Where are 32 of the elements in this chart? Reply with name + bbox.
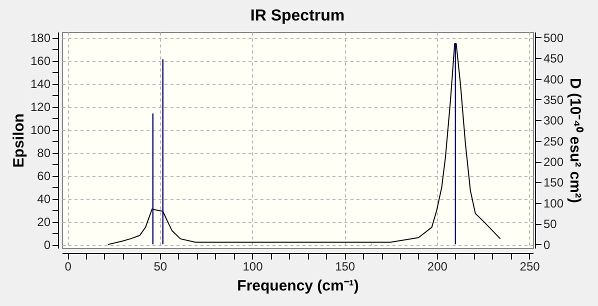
- y2-tick-label: 250: [544, 134, 564, 148]
- y2-tick-label: 400: [544, 72, 564, 86]
- y2-tick-label: 100: [544, 196, 564, 210]
- chart-title: IR Spectrum: [250, 7, 345, 24]
- x-axis-title: Frequency (cm⁻¹): [237, 278, 359, 294]
- y-tick-label: 140: [30, 77, 51, 92]
- line-series: [107, 42, 501, 246]
- y-axis-title: Epsilon: [10, 113, 28, 168]
- y2-tick-label: 300: [544, 114, 564, 128]
- y-tick-label: 120: [30, 100, 51, 114]
- x-tick-label: 250: [520, 260, 540, 274]
- y-tick-label: 0: [44, 238, 51, 252]
- x-tick-label: 0: [64, 260, 72, 274]
- y2-tick-label: 150: [544, 176, 564, 190]
- y-tick-label: 80: [37, 146, 51, 160]
- y-tick-label: 40: [37, 192, 51, 206]
- y-tick-label: 20: [37, 215, 51, 230]
- y-tick-label: 100: [30, 123, 51, 138]
- x-tick-label: 200: [427, 260, 448, 274]
- y-tick-label: 60: [37, 169, 51, 184]
- y2-tick-label: 500: [544, 30, 564, 45]
- y2-tick-label: 50: [544, 217, 558, 232]
- y-tick-label: 160: [30, 54, 51, 68]
- y2-tick-label: 0: [544, 238, 550, 252]
- y2-tick-label: 350: [544, 92, 564, 107]
- y2-axis-title: D (10⁻⁴⁰ esu² cm²): [566, 78, 585, 203]
- y2-tick-label: 450: [544, 52, 564, 66]
- x-tick-label: 50: [154, 260, 168, 274]
- x-tick-label: 100: [242, 260, 264, 274]
- x-tick-label: 150: [335, 260, 356, 274]
- y-tick-label: 180: [30, 31, 51, 46]
- y2-tick-label: 200: [544, 155, 564, 170]
